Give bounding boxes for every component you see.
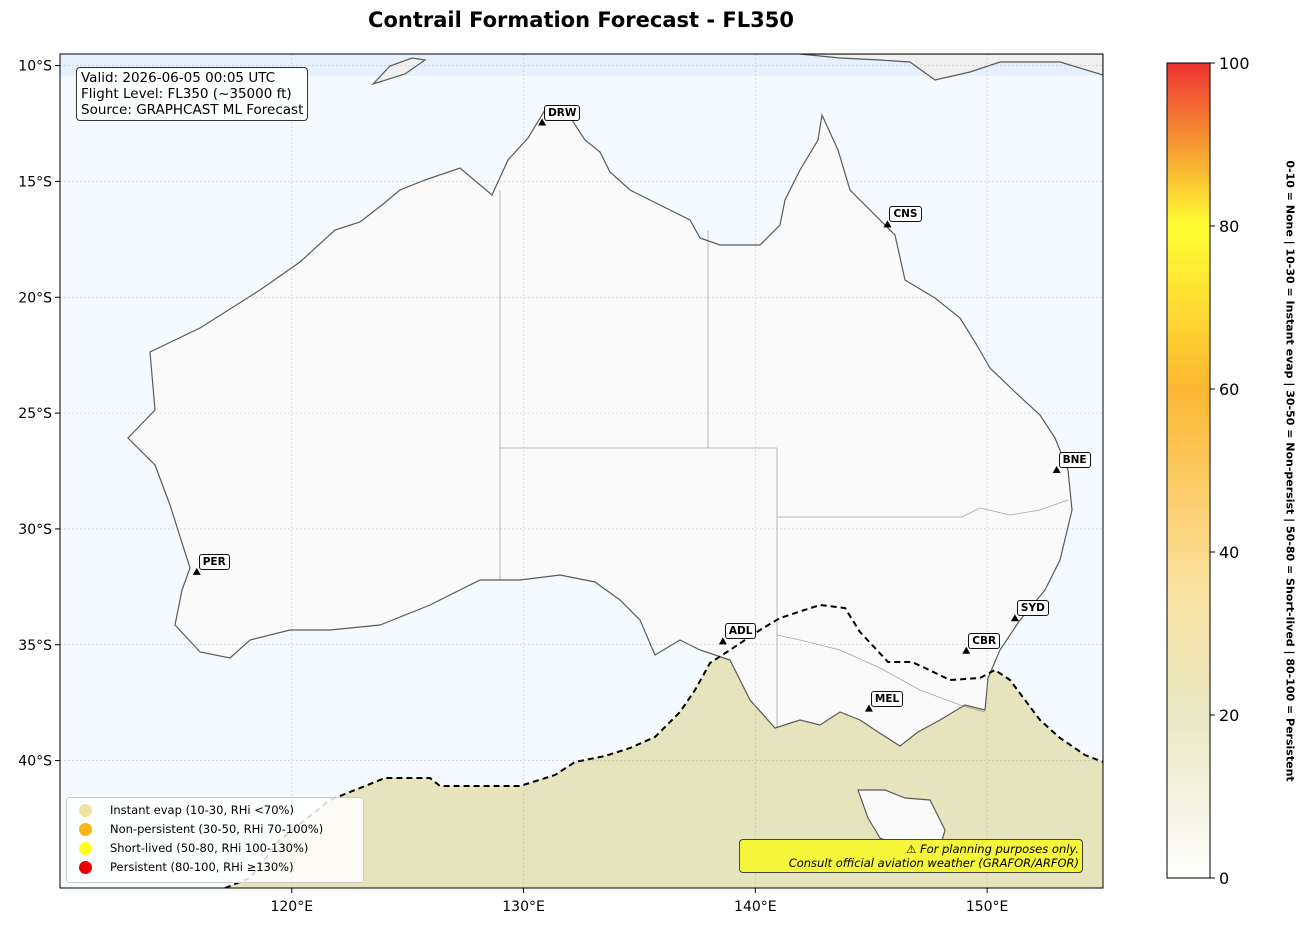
disclaimer-line-1: ⚠ For planning purposes only. xyxy=(906,842,1079,856)
legend-swatch-persistent xyxy=(79,860,92,874)
australia-landmass xyxy=(127,109,1073,747)
city-label-cns: CNS xyxy=(889,206,922,223)
legend-label: Non-persistent (30-50, RHi 70-100%) xyxy=(110,822,324,836)
colorbar-label-text: 0-10 = None | 10-30 = Instant evap | 30-… xyxy=(1283,160,1297,782)
colorbar-tick-label: 40 xyxy=(1219,543,1239,562)
legend-item-instant-evap: Instant evap (10-30, RHi <70%) xyxy=(79,801,294,819)
city-label-syd: SYD xyxy=(1016,600,1049,617)
flight-level: Flight Level: FL350 (~35000 ft) xyxy=(81,86,292,102)
city-label-bne: BNE xyxy=(1058,452,1091,468)
city-marker-icon xyxy=(718,637,727,645)
ocean-top-band xyxy=(60,54,1103,76)
legend-swatch-instant-evap xyxy=(79,803,92,817)
colorbar-category-label: 0-10 = None | 10-30 = Instant evap | 30-… xyxy=(1276,62,1304,880)
valid-time: Valid: 2026-06-05 00:05 UTC xyxy=(81,70,276,86)
lat-tick-label: 10°S xyxy=(18,59,52,75)
new-guinea xyxy=(799,54,1103,81)
colorbar-tick-label: 0 xyxy=(1219,869,1229,888)
colorbar: 0 20 40 60 80 100 xyxy=(1166,54,1250,888)
lon-tick-label: 140°E xyxy=(734,899,777,915)
legend-label: Short-lived (50-80, RHi 100-130%) xyxy=(110,841,309,855)
lat-tick-label: 20°S xyxy=(18,290,52,306)
city-label-mel: MEL xyxy=(870,690,904,707)
legend-label: Instant evap (10-30, RHi <70%) xyxy=(110,803,294,817)
city-marker-icon xyxy=(192,567,201,575)
lat-tick-label: 25°S xyxy=(18,406,52,422)
colorbar-tick-label: 100 xyxy=(1219,54,1250,73)
lon-tick-label: 150°E xyxy=(966,899,1009,915)
map-frame xyxy=(59,53,1104,889)
legend-item-persistent: Persistent (80-100, RHi ≥130%) xyxy=(79,858,294,876)
colorbar-gradient xyxy=(1166,62,1211,879)
planning-disclaimer: ⚠ For planning purposes only. Consult of… xyxy=(739,839,1083,873)
lat-tick-label: 30°S xyxy=(18,522,52,538)
contrail-boundary xyxy=(224,603,1103,888)
city-label-drw: DRW xyxy=(544,104,581,121)
disclaimer-line-2: Consult official aviation weather (GRAFO… xyxy=(788,856,1079,870)
legend-item-non-persistent: Non-persistent (30-50, RHi 70-100%) xyxy=(79,820,323,838)
city-marker-icon xyxy=(883,220,892,228)
city-label-per: PER xyxy=(198,553,230,570)
city-markers xyxy=(192,118,1061,712)
city-marker-icon xyxy=(962,646,971,654)
axis-ticks: 120°E 130°E 140°E 150°E 10°S 15°S 20°S 25°S 30°S… xyxy=(18,59,1008,915)
state-boundaries xyxy=(499,190,1069,728)
city-marker-icon xyxy=(1010,614,1019,622)
city-marker-icon xyxy=(538,118,547,126)
forecast-info-box: Valid: 2026-06-05 00:05 UTC Flight Level… xyxy=(76,67,309,121)
map-legend: Instant evap (10-30, RHi <70%) Non-persi… xyxy=(66,797,364,883)
colorbar-ticks: 0 20 40 60 80 100 xyxy=(1210,54,1250,888)
city-marker-icon xyxy=(864,704,873,712)
colorbar-tick-label: 80 xyxy=(1219,217,1239,236)
lon-tick-label: 120°E xyxy=(270,899,313,915)
gridlines xyxy=(60,54,1103,888)
city-label-cbr: CBR xyxy=(968,632,1001,649)
city-marker-icon xyxy=(1052,466,1061,473)
legend-label: Persistent (80-100, RHi ≥130%) xyxy=(110,860,294,874)
city-label-adl: ADL xyxy=(724,623,757,640)
legend-swatch-non-persistent xyxy=(79,822,92,836)
data-source: Source: GRAPHCAST ML Forecast xyxy=(81,102,304,118)
lat-tick-label: 15°S xyxy=(18,174,52,190)
legend-item-short-lived: Short-lived (50-80, RHi 100-130%) xyxy=(79,839,308,857)
lon-tick-label: 130°E xyxy=(502,899,545,915)
lat-tick-label: 35°S xyxy=(18,638,52,654)
map-title: Contrail Formation Forecast - FL350 xyxy=(368,8,794,32)
colorbar-tick-label: 20 xyxy=(1219,706,1239,725)
lat-tick-label: 40°S xyxy=(18,754,52,770)
timor-island xyxy=(370,57,427,86)
colorbar-tick-label: 60 xyxy=(1219,380,1239,399)
legend-swatch-short-lived xyxy=(79,841,92,855)
